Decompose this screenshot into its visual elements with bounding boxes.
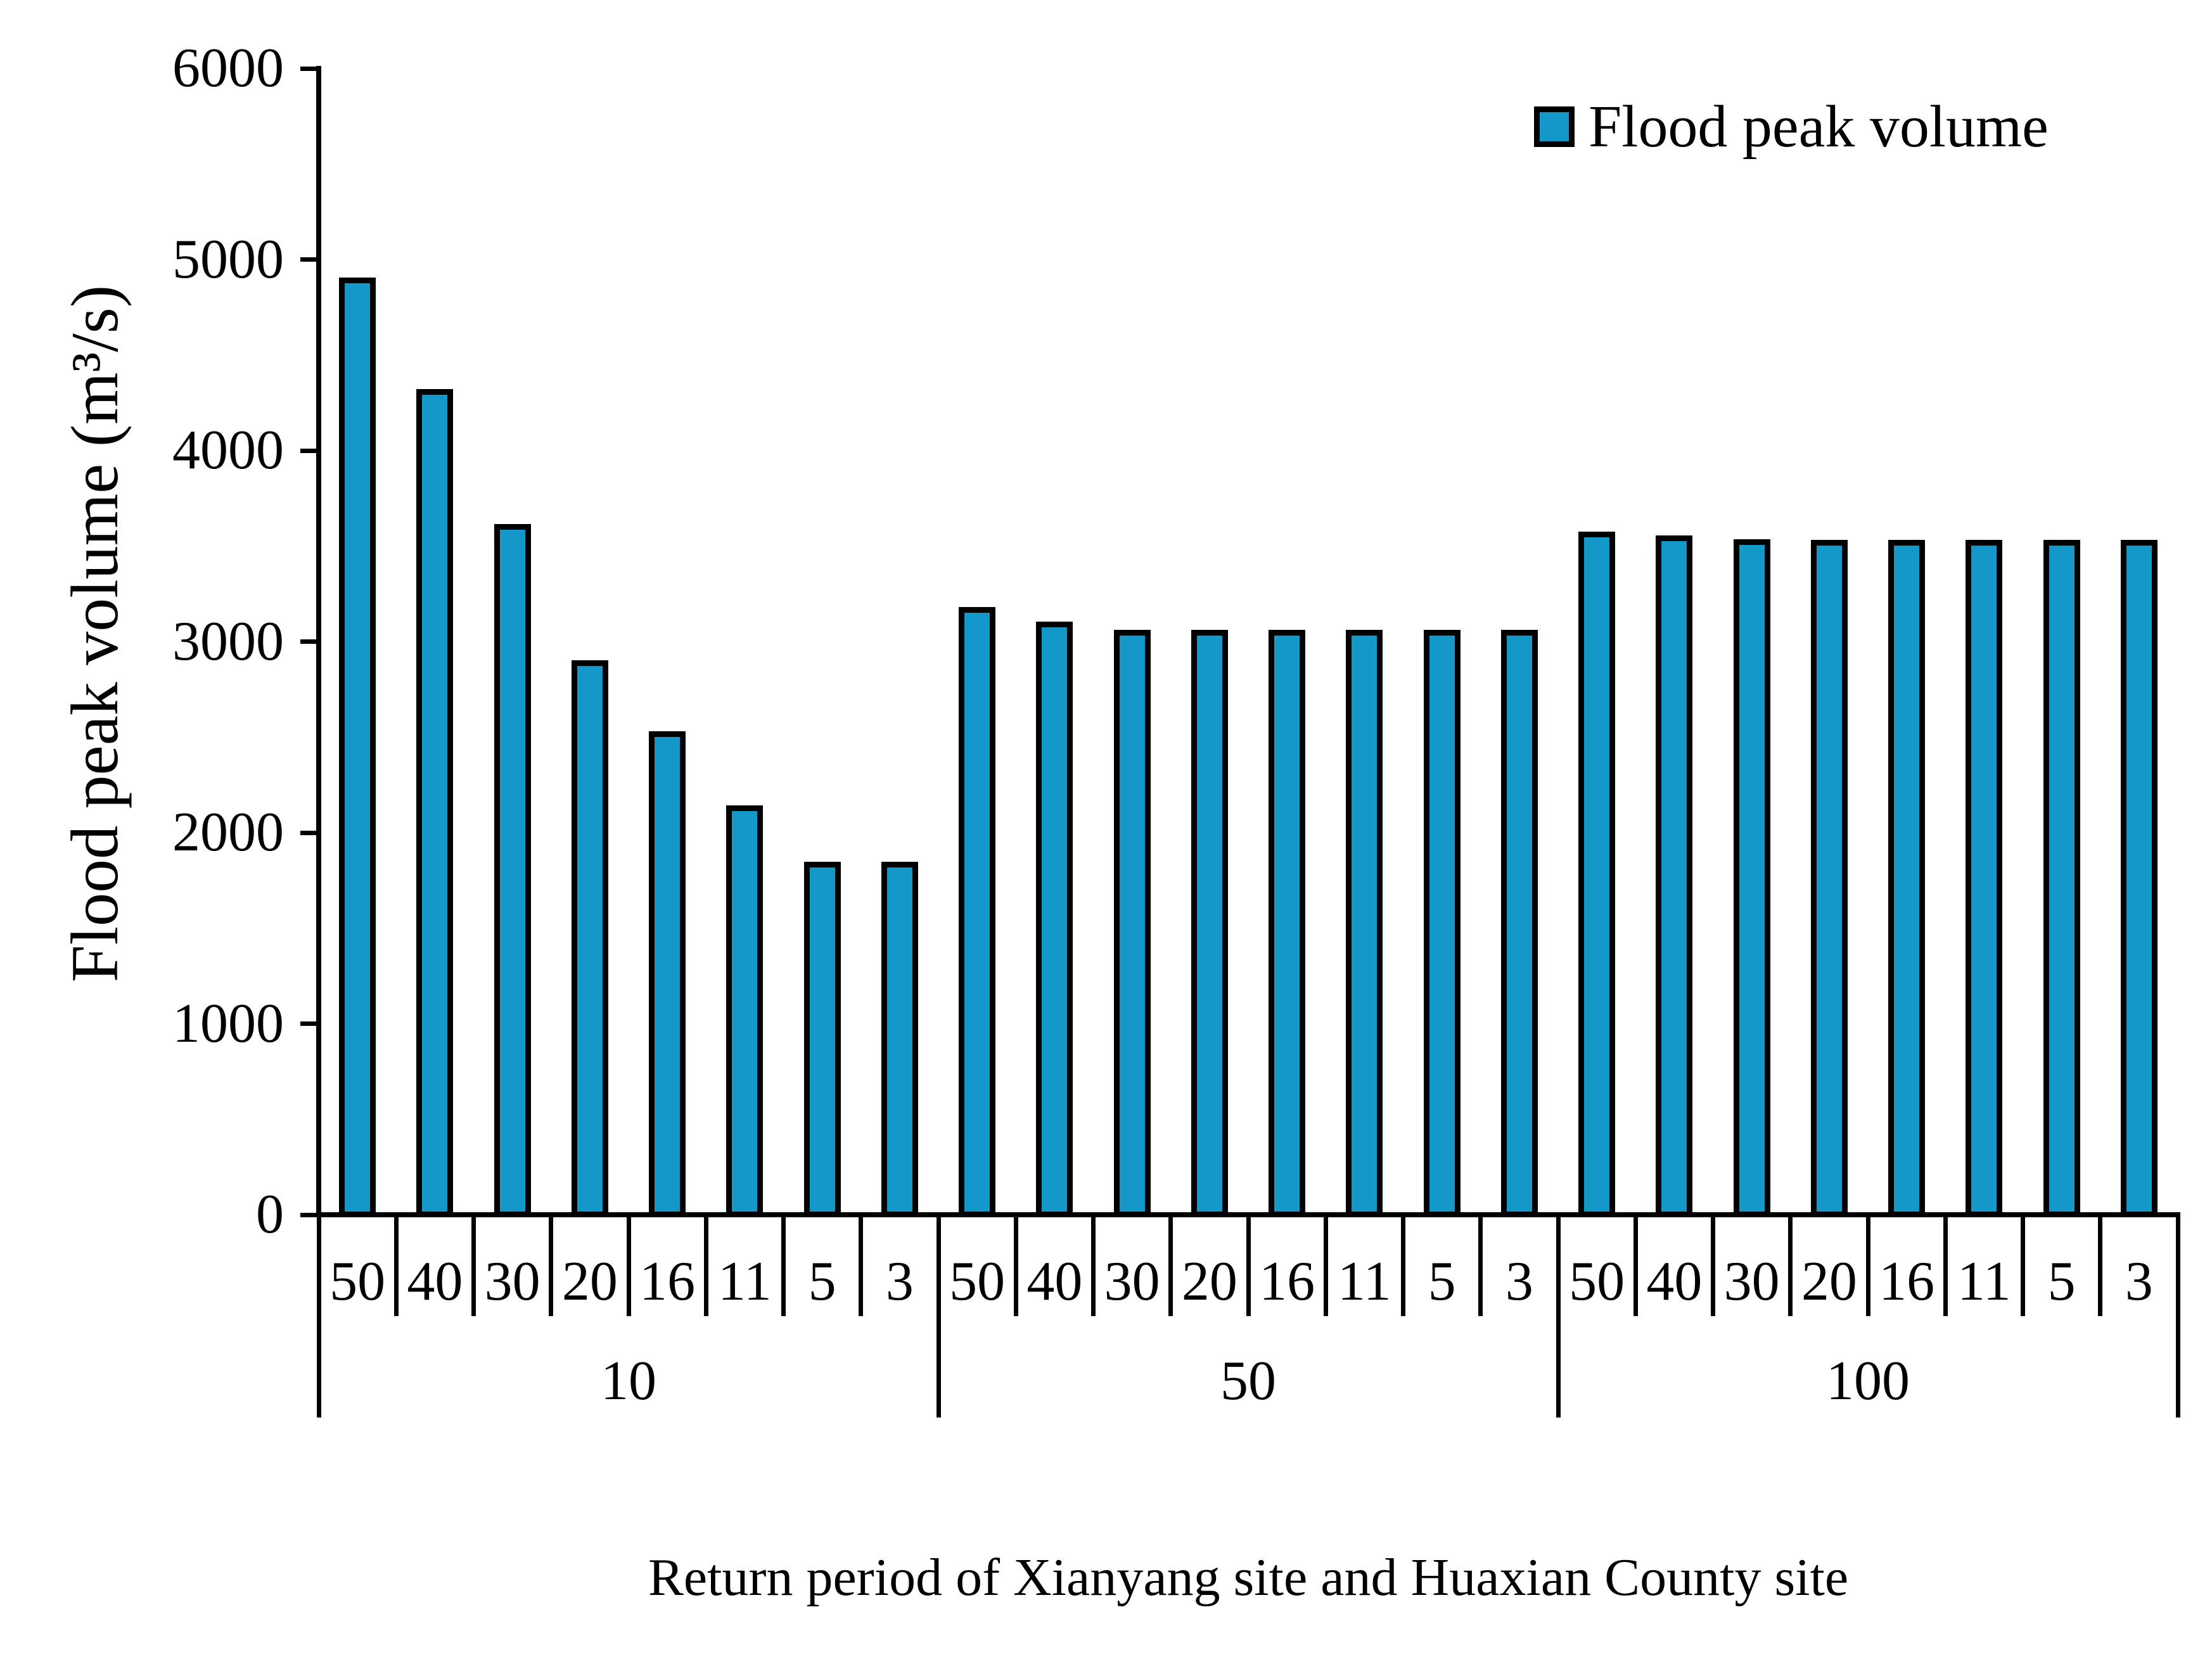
category-separator	[393, 1215, 399, 1316]
category-tick-label: 16	[639, 1251, 696, 1312]
y-axis-tick-label: 3000	[172, 610, 284, 672]
bar	[1578, 532, 1616, 1217]
y-axis-tick	[300, 1021, 317, 1027]
category-tick-label: 5	[2047, 1251, 2076, 1312]
category-separator	[1788, 1215, 1793, 1316]
category-tick-label: 20	[1801, 1251, 1857, 1312]
category-separator	[1168, 1215, 1173, 1316]
category-separator	[1013, 1215, 1018, 1316]
bar	[1888, 540, 1926, 1217]
bar	[1423, 630, 1461, 1217]
y-axis-tick	[300, 448, 317, 453]
legend: Flood peak volume	[1534, 89, 2049, 165]
category-separator	[549, 1215, 554, 1316]
bar	[2120, 540, 2158, 1217]
bar	[494, 524, 531, 1217]
bar	[339, 278, 376, 1217]
category-group-separator	[2175, 1215, 2180, 1418]
category-separator	[1943, 1215, 1948, 1316]
category-tick-label: 16	[1259, 1251, 1315, 1312]
category-group-separator	[936, 1215, 941, 1418]
bar	[416, 389, 454, 1217]
bar	[1500, 630, 1538, 1217]
legend-label: Flood peak volume	[1589, 94, 2049, 160]
category-separator	[1323, 1215, 1328, 1316]
legend-marker-icon	[1534, 106, 1575, 147]
bar	[2043, 540, 2080, 1217]
y-axis-tick-label: 2000	[172, 802, 284, 864]
y-axis-tick	[300, 1212, 317, 1217]
y-axis-line	[316, 66, 321, 1217]
category-tick-label: 20	[561, 1251, 618, 1312]
category-tick-label: 5	[808, 1251, 836, 1312]
category-separator	[1401, 1215, 1405, 1316]
category-separator	[2021, 1215, 2025, 1316]
category-separator	[781, 1215, 786, 1316]
category-tick-label: 30	[484, 1251, 540, 1312]
category-tick-label: 30	[1104, 1251, 1160, 1312]
category-tick-label: 40	[407, 1251, 463, 1312]
category-separator	[1865, 1215, 1870, 1316]
bar	[881, 862, 918, 1217]
category-separator	[703, 1215, 708, 1316]
y-axis-tick-label: 4000	[172, 419, 284, 482]
category-tick-label: 40	[1646, 1251, 1703, 1312]
bar	[1113, 630, 1151, 1217]
y-axis-tick-label: 0	[256, 1184, 284, 1245]
category-separator	[1246, 1215, 1251, 1316]
y-axis-tick	[300, 830, 317, 835]
bar	[1346, 630, 1383, 1217]
bar	[1656, 535, 1693, 1217]
bar	[1733, 539, 1770, 1217]
category-tick-label: 50	[949, 1251, 1006, 1312]
category-separator	[1091, 1215, 1096, 1316]
y-axis-tick	[300, 66, 317, 71]
category-separator	[1633, 1215, 1638, 1316]
category-tick-label: 20	[1181, 1251, 1237, 1312]
bar	[959, 607, 996, 1217]
category-tick-label: 3	[885, 1251, 914, 1312]
category-group-separator	[316, 1215, 321, 1418]
bar	[1269, 630, 1306, 1217]
category-separator	[2098, 1215, 2103, 1316]
bar	[571, 660, 608, 1217]
y-axis-tick	[300, 257, 317, 262]
category-tick-label: 11	[1338, 1251, 1391, 1312]
bar	[1036, 622, 1073, 1217]
category-separator	[1478, 1215, 1483, 1316]
category-tick-label: 5	[1428, 1251, 1456, 1312]
bar	[1966, 540, 2003, 1217]
category-tick-label: 30	[1723, 1251, 1780, 1312]
bar	[1810, 540, 1848, 1217]
category-separator	[626, 1215, 631, 1316]
y-axis-tick-label: 6000	[172, 37, 284, 99]
category-tick-label: 50	[329, 1251, 386, 1312]
y-axis-tick-label: 5000	[172, 228, 284, 290]
bar	[649, 731, 686, 1217]
category-group-label: 100	[1826, 1350, 1910, 1412]
category-tick-label: 11	[718, 1251, 772, 1312]
category-tick-label: 3	[2125, 1251, 2153, 1312]
bar	[726, 805, 764, 1217]
category-group-label: 50	[1220, 1350, 1276, 1412]
category-tick-label: 3	[1505, 1251, 1533, 1312]
category-tick-label: 40	[1026, 1251, 1083, 1312]
category-separator	[1711, 1215, 1715, 1316]
y-axis-tick-label: 1000	[172, 992, 284, 1054]
category-separator	[471, 1215, 476, 1316]
x-axis-title: Return period of Xianyang site and Huaxi…	[648, 1548, 1849, 1607]
bar	[1191, 630, 1228, 1217]
category-tick-label: 16	[1879, 1251, 1935, 1312]
bar	[803, 862, 841, 1217]
category-group-separator	[1556, 1215, 1561, 1418]
y-axis-tick	[300, 639, 317, 644]
category-group-label: 10	[601, 1350, 656, 1412]
category-tick-label: 50	[1569, 1251, 1625, 1312]
category-separator	[859, 1215, 864, 1316]
category-tick-label: 11	[1957, 1251, 2011, 1312]
